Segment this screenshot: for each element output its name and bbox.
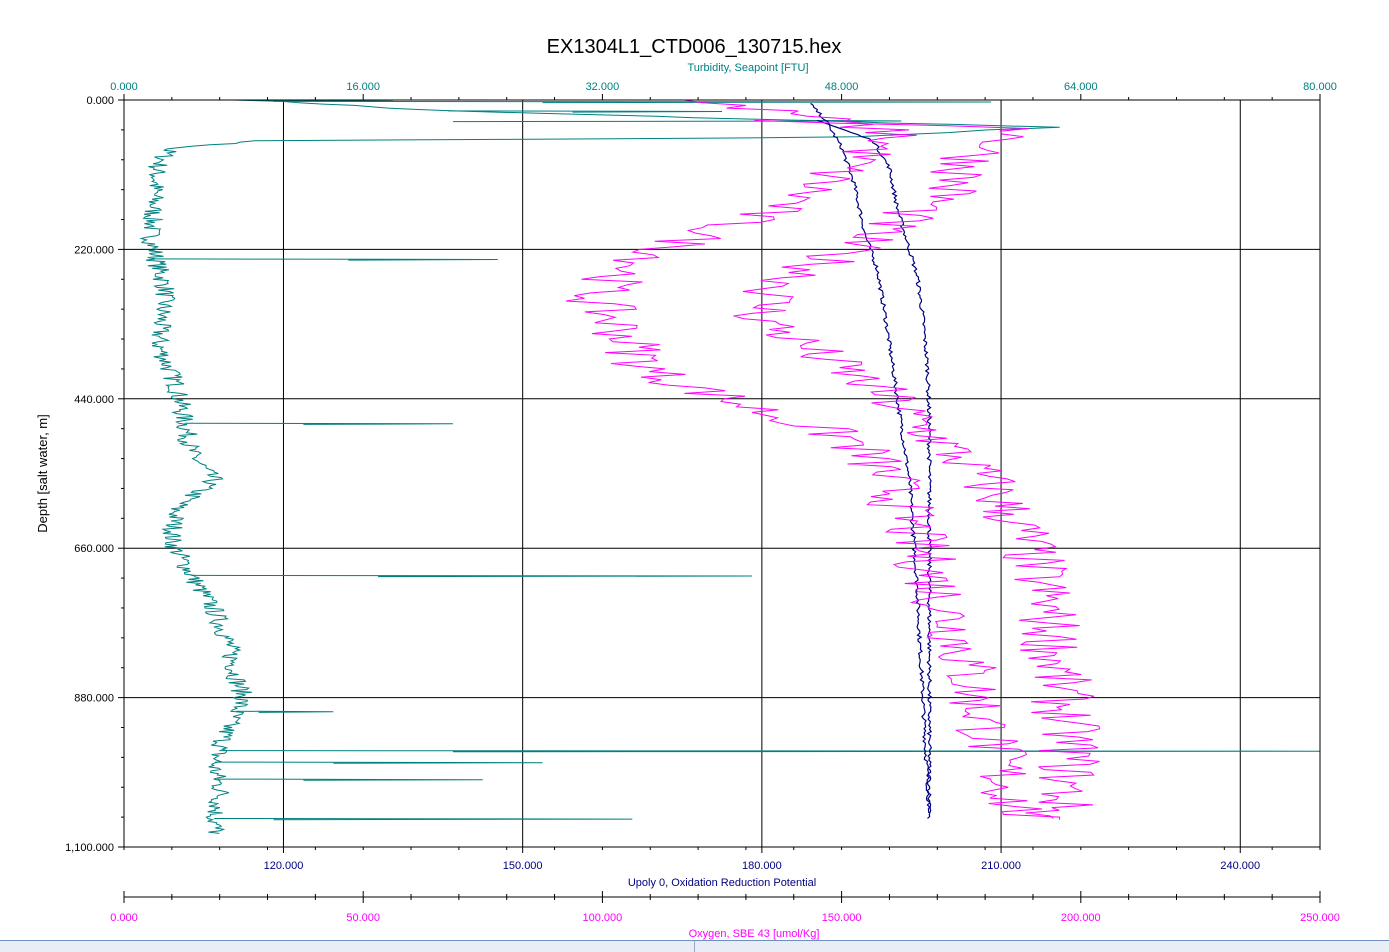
grid-layer — [124, 100, 1320, 847]
oxygen-axis-label: Oxygen, SBE 43 [umol/Kg] — [689, 928, 820, 940]
top-axis-tick-label: 0.000 — [110, 81, 138, 93]
y-tick-label: 1,100.000 — [65, 842, 114, 854]
turbidity-spike — [448, 110, 723, 113]
axes-layer: 0.000 220.000 440.000 660.000 880.000 1,100.0… — [35, 62, 1340, 940]
y-axis-label: Depth [salt water, m] — [35, 414, 50, 533]
orp-downcast-line — [810, 102, 932, 819]
oxygen-axis-tick-label: 0.000 — [110, 912, 138, 924]
top-axis-tick-label: 16.000 — [346, 81, 380, 93]
orp-axis-tick-label: 210.000 — [981, 860, 1021, 872]
oxygen-axis-tick-label: 200.000 — [1061, 912, 1101, 924]
y-tick-label: 0.000 — [86, 95, 114, 107]
status-bar — [0, 940, 1389, 952]
status-bar-divider — [694, 941, 695, 952]
top-axis-label: Turbidity, Seapoint [FTU] — [687, 62, 808, 74]
y-tick-label: 660.000 — [74, 543, 114, 555]
y-tick-label: 220.000 — [74, 244, 114, 256]
top-axis-tick-label: 32.000 — [586, 81, 620, 93]
turbidity-spike — [155, 258, 498, 261]
turbidity-spike — [219, 750, 1321, 753]
turbidity-spike — [217, 778, 483, 781]
oxygen-axis-tick-label: 50.000 — [346, 912, 380, 924]
y-tick-label: 440.000 — [74, 394, 114, 406]
turbidity-spike — [214, 818, 633, 821]
oxygen-axis-tick-label: 250.000 — [1300, 912, 1340, 924]
orp-upcast-line — [816, 119, 933, 814]
chart-title: EX1304L1_CTD006_130715.hex — [547, 36, 842, 58]
oxygen-downcast-line — [565, 99, 1061, 820]
orp-axis-label: Upoly 0, Oxidation Reduction Potential — [628, 877, 816, 889]
top-axis-tick-label: 48.000 — [825, 81, 859, 93]
top-axis-tick-label: 80.000 — [1303, 81, 1337, 93]
series-layer — [139, 99, 1321, 834]
orp-axis-tick-label: 240.000 — [1220, 860, 1260, 872]
turbidity-spike — [452, 119, 902, 123]
turbidity-spike — [214, 761, 543, 764]
turbidity-spike — [191, 574, 752, 578]
plot-frame — [123, 99, 1321, 848]
oxygen-axis-tick-label: 100.000 — [583, 912, 623, 924]
turbidity-spike — [236, 710, 334, 713]
orp-axis-tick-label: 150.000 — [503, 860, 543, 872]
orp-axis-tick-label: 180.000 — [742, 860, 782, 872]
top-axis-tick-label: 64.000 — [1064, 81, 1098, 93]
y-tick-label: 880.000 — [74, 693, 114, 705]
oxygen-upcast-line — [733, 119, 1101, 819]
turbidity-spike — [184, 422, 453, 425]
turbidity-spike — [273, 100, 992, 104]
orp-axis-tick-label: 120.000 — [264, 860, 304, 872]
turbidity-line — [139, 99, 1060, 834]
oxygen-axis-tick-label: 150.000 — [822, 912, 862, 924]
